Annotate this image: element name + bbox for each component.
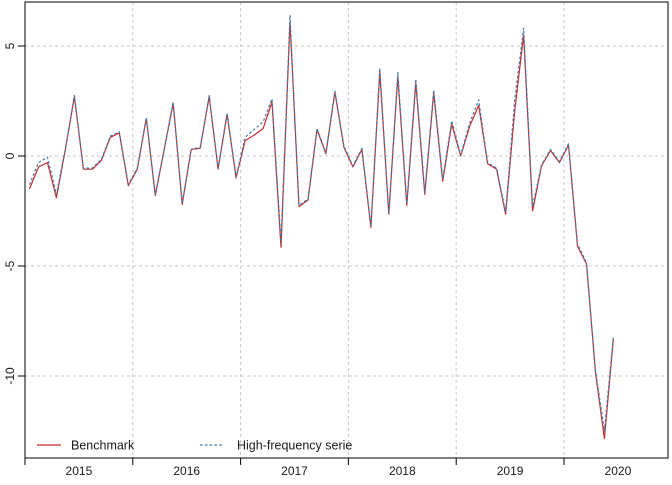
legend-benchmark-label: Benchmark xyxy=(71,439,135,453)
plot-border xyxy=(24,1,669,459)
x-axis-year-label: 2019 xyxy=(497,464,524,478)
legend-high-frequency-label: High-frequency serie xyxy=(237,439,352,453)
x-axis-year-label: 2018 xyxy=(389,464,416,478)
x-axis-year-label: 2015 xyxy=(66,464,93,478)
y-axis: 5 0 -5 -10 xyxy=(3,42,25,385)
high-frequency-line xyxy=(28,14,614,432)
gridlines xyxy=(25,2,668,458)
y-axis-tick-label: 0 xyxy=(3,152,17,159)
x-axis-year-label: 2017 xyxy=(281,464,308,478)
x-axis-year-label: 2020 xyxy=(605,464,632,478)
y-axis-tick-label: 5 xyxy=(3,42,17,49)
y-axis-tick-label: -10 xyxy=(3,367,17,385)
x-axis: 2015 2016 2017 2018 2019 2020 xyxy=(24,458,632,478)
y-axis-tick-label: -5 xyxy=(3,260,17,271)
x-axis-year-label: 2016 xyxy=(173,464,200,478)
benchmark-line xyxy=(28,21,614,440)
legend: Benchmark High-frequency serie xyxy=(37,439,352,453)
